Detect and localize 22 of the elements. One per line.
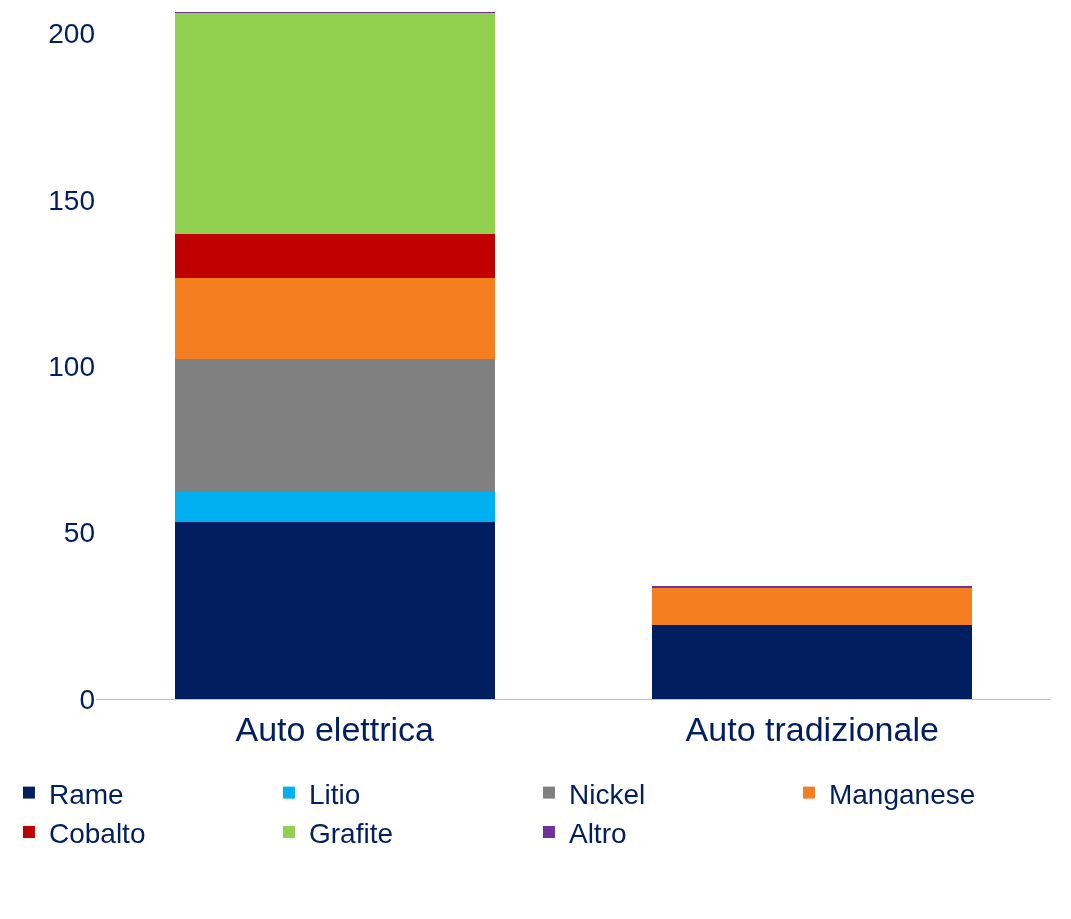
legend-label: Manganese	[828, 778, 976, 810]
bar	[174, 521, 495, 699]
y-tick-label: 100	[48, 350, 95, 382]
bar	[174, 492, 495, 522]
y-tick-label: 200	[48, 18, 95, 50]
legend-label: Nickel	[568, 778, 646, 810]
legend-label: Rame	[48, 778, 124, 810]
legend-label: Altro	[568, 817, 627, 849]
y-tick-label: 150	[48, 184, 95, 216]
bar	[174, 359, 495, 493]
x-tick-label: Auto elettrica	[235, 709, 435, 748]
legend-label: Grafite	[308, 817, 393, 849]
y-tick-label: 0	[79, 683, 95, 715]
x-tick-label: Auto tradizionale	[685, 709, 939, 748]
bar	[174, 277, 495, 360]
bar	[174, 13, 495, 234]
bar	[652, 624, 973, 699]
bar	[652, 587, 973, 625]
bar	[174, 233, 495, 278]
y-tick-label: 50	[63, 517, 95, 549]
legend-label: Cobalto	[48, 817, 146, 849]
legend-label: Litio	[308, 778, 361, 810]
